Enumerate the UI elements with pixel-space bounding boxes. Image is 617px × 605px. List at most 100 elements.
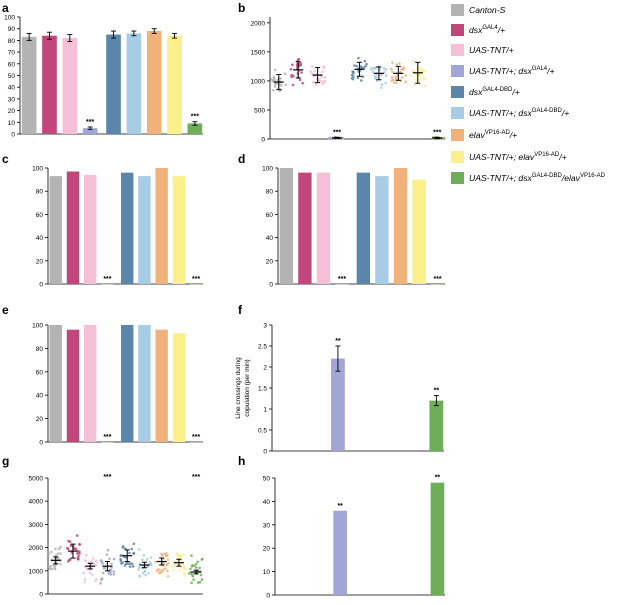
y-tick-label: 3 (263, 323, 267, 330)
data-point (130, 547, 134, 551)
data-point (401, 68, 405, 71)
data-point (106, 548, 110, 552)
y-tick-label: 80 (8, 38, 16, 45)
significance-label: ** (435, 475, 441, 482)
significance-label: *** (103, 276, 111, 283)
data-point (200, 578, 204, 581)
legend-swatch (451, 44, 464, 56)
data-point (172, 569, 175, 572)
data-point (76, 552, 79, 555)
data-point (352, 75, 355, 78)
data-point (423, 69, 426, 73)
y-tick-label: 0 (266, 593, 270, 600)
data-point (132, 542, 136, 546)
legend-label-superscript: VP16-AD (534, 152, 560, 158)
y-tick-label: 30 (263, 522, 271, 529)
bar (279, 168, 294, 284)
data-point (320, 82, 324, 86)
data-point (383, 71, 386, 74)
data-point (128, 565, 132, 568)
data-point (101, 562, 104, 565)
legend-label-main: UAS-TNT/+; dsx (469, 66, 532, 76)
y-tick-label: 90 (8, 26, 16, 33)
data-point (273, 85, 277, 88)
data-point (105, 553, 109, 556)
data-point (52, 564, 55, 567)
data-point (173, 564, 176, 567)
data-point (166, 574, 170, 578)
data-point (144, 573, 147, 577)
data-point (130, 562, 134, 566)
bar (430, 482, 445, 595)
bar (331, 358, 345, 451)
y-tick-label: 3000 (29, 522, 44, 529)
bar (138, 176, 151, 284)
data-point (423, 84, 427, 88)
y-tick-label: 4000 (29, 499, 44, 506)
legend-swatch (451, 151, 464, 163)
legend-swatch (451, 4, 464, 16)
data-point (48, 567, 52, 571)
panel-letter-g: g (2, 454, 9, 468)
panel-letter-e: e (2, 303, 9, 317)
data-point (68, 540, 72, 543)
legend-label-suffix: /+ (497, 25, 505, 35)
data-point (163, 552, 166, 556)
bar (172, 333, 186, 442)
bar (316, 172, 331, 284)
y-tick-label: 2.5 (258, 344, 267, 351)
legend-swatch (451, 24, 464, 36)
data-point (310, 72, 314, 76)
legend-swatch (451, 172, 464, 184)
bar (82, 128, 98, 134)
significance-label: ** (335, 338, 341, 345)
data-point (99, 559, 103, 562)
data-point (309, 70, 313, 73)
data-point (355, 64, 358, 68)
bar (189, 442, 203, 443)
data-point (88, 571, 92, 575)
y-tick-label: 2 (263, 365, 267, 372)
data-point (391, 70, 394, 74)
data-point (166, 558, 170, 561)
legend-label-main: dsx (469, 25, 483, 35)
data-point (59, 552, 63, 555)
data-point (362, 66, 366, 70)
bar (49, 176, 62, 284)
data-point (78, 543, 81, 546)
y-tick-label: 0 (11, 132, 15, 139)
y-tick-label: 0 (269, 282, 273, 289)
bar (356, 172, 371, 284)
legend-label-superscript: VP16-AD (485, 130, 511, 136)
bar (429, 400, 444, 451)
data-point (77, 549, 81, 553)
data-point (91, 557, 95, 560)
y-tick-label: 1 (263, 407, 267, 414)
data-point (75, 534, 79, 537)
data-point (82, 571, 85, 575)
significance-label: *** (192, 474, 200, 481)
y-tick-label: 100 (32, 323, 43, 330)
y-tick-label: 60 (36, 369, 44, 376)
legend-label-suffix: /+ (509, 130, 517, 140)
data-point (352, 70, 355, 74)
data-point (83, 580, 86, 584)
data-point (291, 83, 295, 87)
y-tick-label: 20 (36, 416, 44, 423)
y-tick-label: 1.5 (258, 386, 267, 393)
bar (83, 174, 97, 284)
data-point (353, 64, 356, 67)
legend-label-main: UAS-TNT/+ (469, 45, 514, 55)
data-point (69, 544, 73, 547)
data-point (310, 65, 314, 68)
legend-label-main: UAS-TNT/+; dsx (469, 108, 532, 118)
significance-label: *** (433, 276, 441, 283)
y-tick-label: 20 (8, 108, 16, 115)
data-point (184, 567, 187, 571)
data-point (112, 570, 116, 574)
y-tick-label: 30 (8, 96, 16, 103)
bar (335, 284, 349, 285)
data-point (390, 75, 394, 79)
panel-letter-f: f (238, 303, 243, 317)
data-point (157, 568, 160, 571)
